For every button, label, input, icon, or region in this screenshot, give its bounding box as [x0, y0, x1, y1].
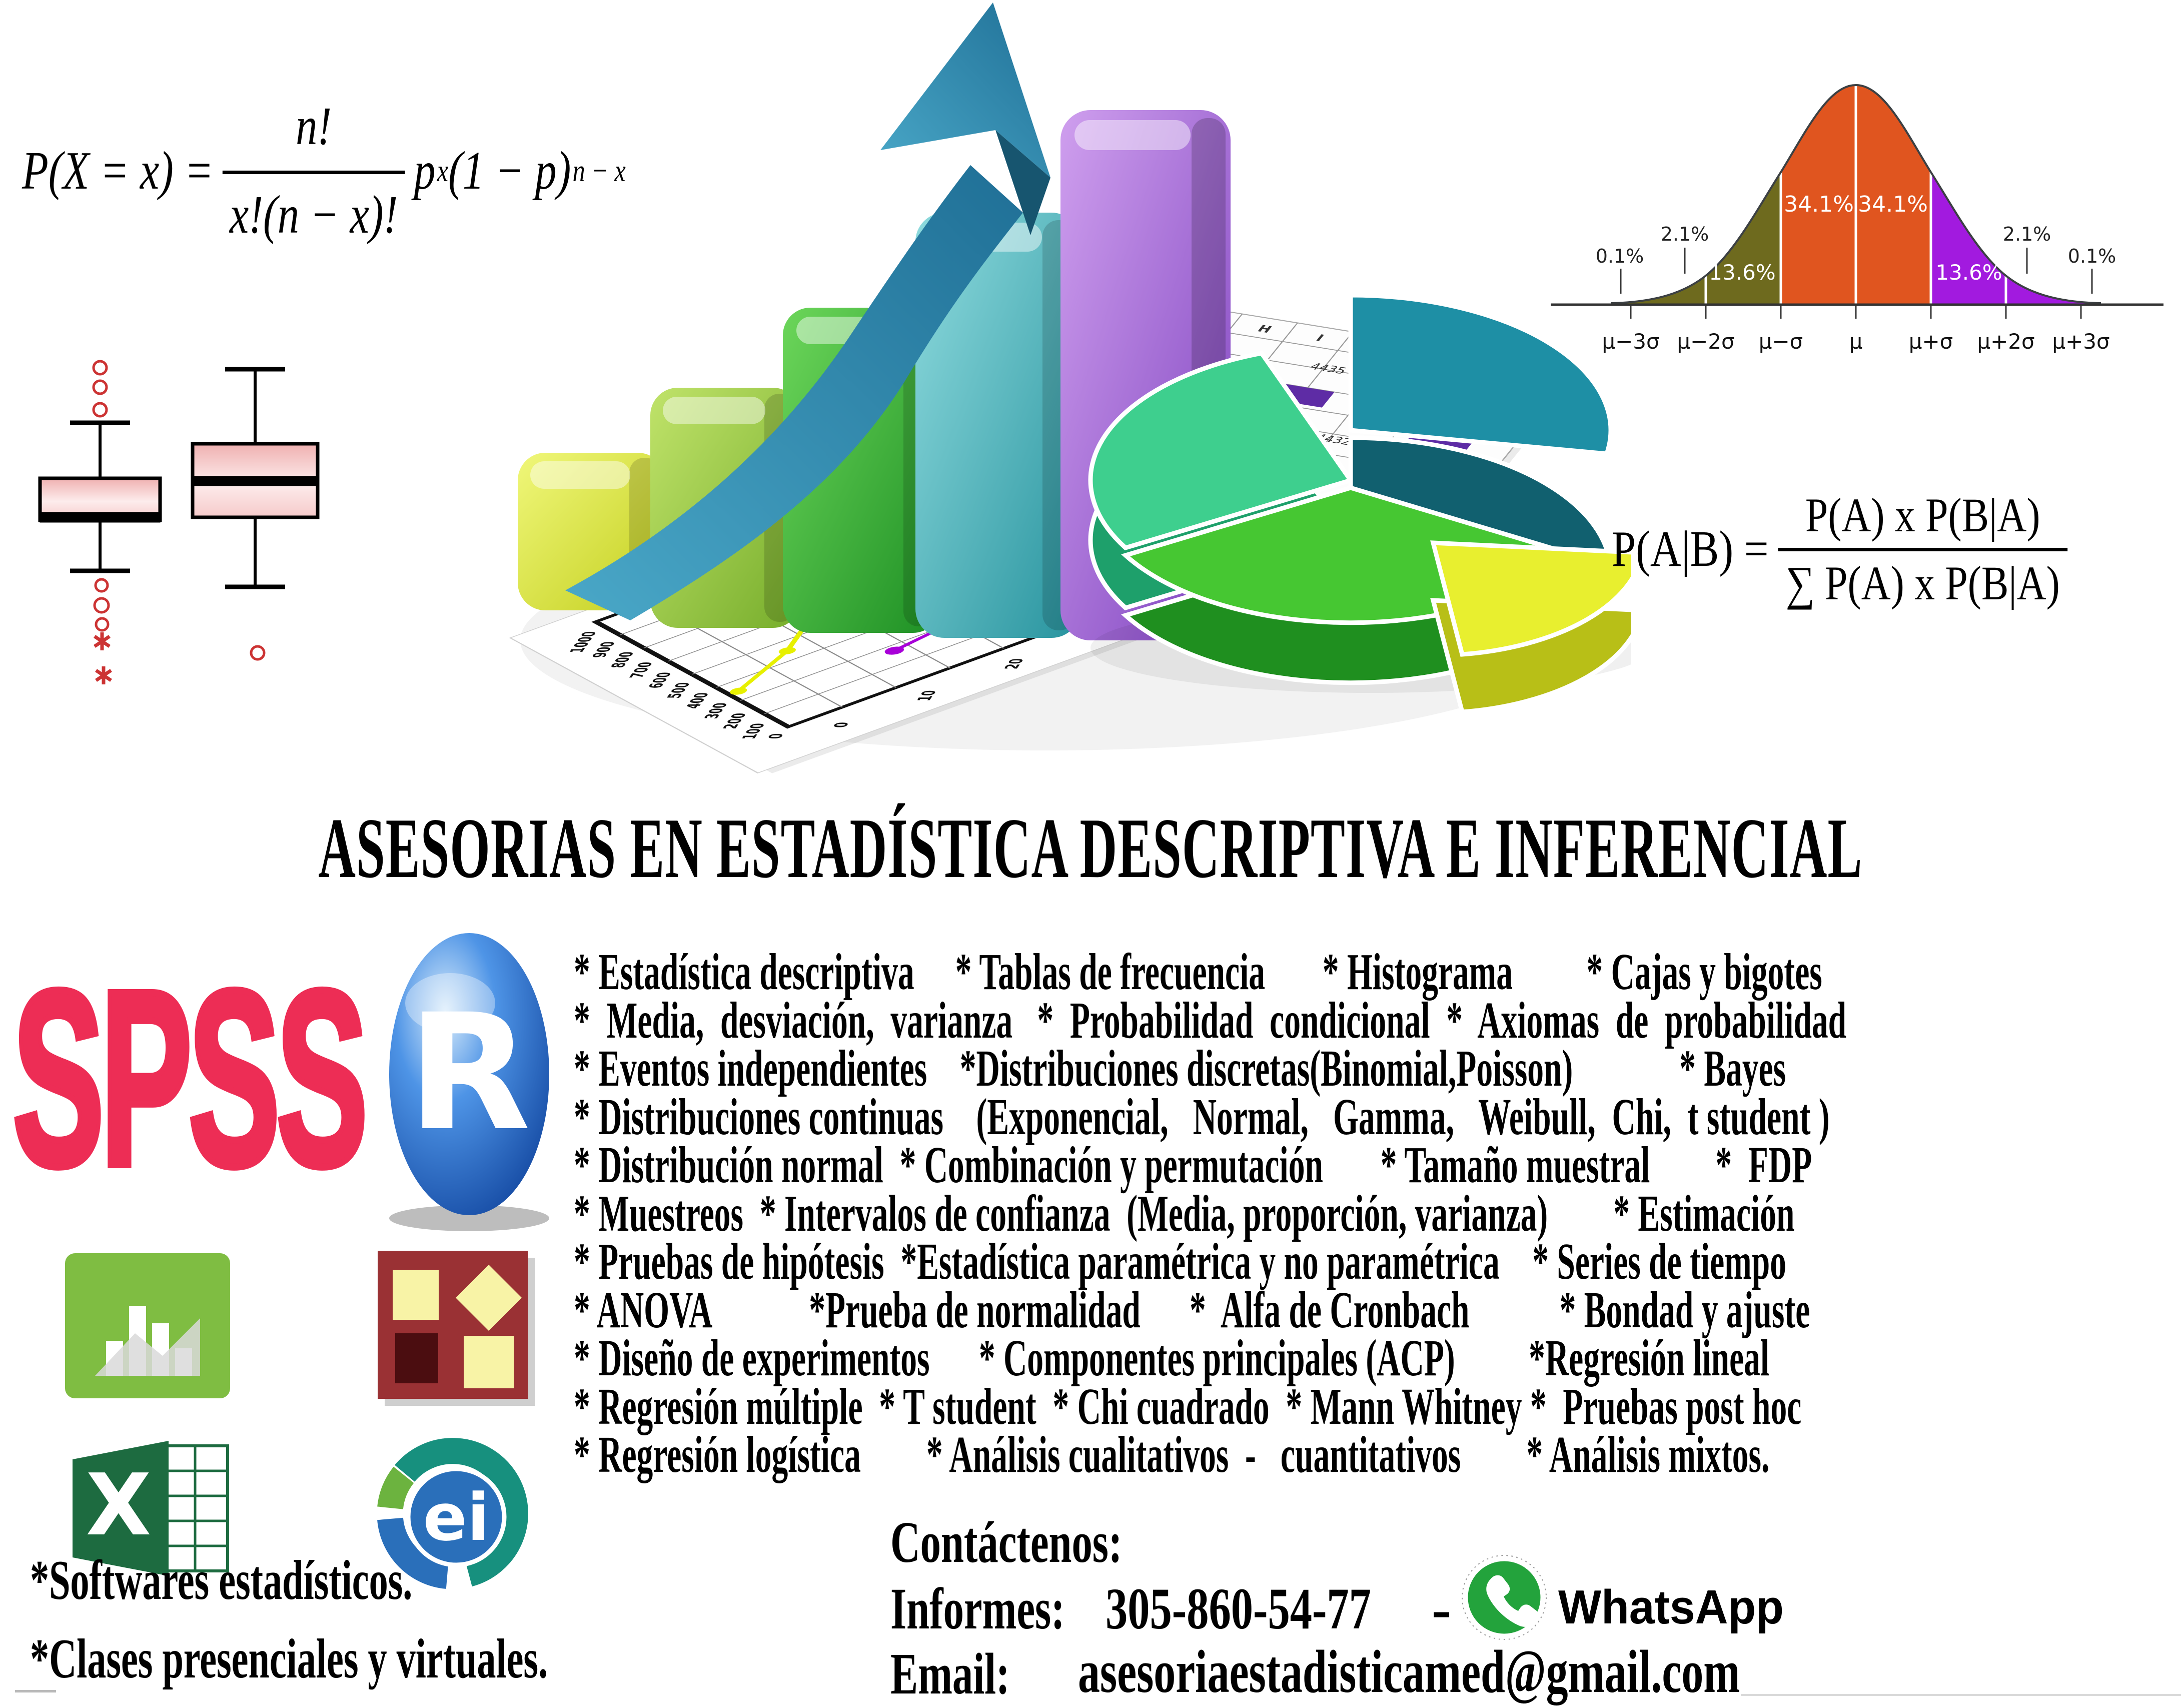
axis-label: μ−3σ [1602, 329, 1659, 354]
pct-label: 13.6% [1935, 260, 2002, 285]
binomial-denominator: x!(n − x)! [222, 171, 405, 249]
service-line: * Distribución normal * Combinación y pe… [574, 1136, 1812, 1194]
axis-label: μ−2σ [1677, 329, 1734, 354]
axis-label: μ+σ [1909, 329, 1953, 354]
binomial-p: p [414, 141, 436, 201]
tick-label: 0 [764, 733, 788, 739]
outlier-circles-top [92, 360, 108, 418]
bell-curve-outline [1610, 84, 2101, 304]
normal-distribution-chart: 0.1% 2.1% 13.6% 34.1% 34.1% 13.6% 2.1% 0… [1551, 84, 2163, 354]
sigma-axis-labels: μ−3σ μ−2σ μ−σ μ μ+σ μ+2σ μ+3σ [1602, 329, 2109, 354]
r-letter: R [408, 980, 531, 1166]
binomial-one-minus-p: (1 − p) [448, 141, 571, 201]
service-line: * Muestreos * Intervalos de confianza (M… [574, 1185, 1795, 1242]
service-line: * Distribuciones continuas (Exponencial,… [574, 1088, 1830, 1146]
pct-label: 34.1% [1858, 192, 1928, 217]
bayes-lhs: P(A|B) = [1612, 521, 1769, 577]
email-label: Email: [890, 1641, 1010, 1706]
epi-info-logo: ei [377, 1438, 528, 1589]
pie-spring-slice [1088, 351, 1355, 551]
tick-label: 0 [829, 722, 853, 728]
bullet-clases: *Clases presenciales y virtuales. [30, 1628, 548, 1690]
boxplot-right [191, 367, 320, 589]
excel-grid [163, 1446, 228, 1571]
pct-label: 34.1% [1784, 192, 1854, 217]
r-logo-sphere [389, 933, 549, 1215]
service-line: * Eventos independientes *Distribuciones… [574, 1040, 1786, 1097]
contact-heading: Contáctenos: [890, 1509, 1123, 1575]
minitab-mountain [95, 1318, 200, 1376]
growth-arrow-icon [565, 3, 1050, 620]
excel-x-letter: X [86, 1456, 151, 1555]
bayes-numerator: P(A) x P(B|A) [1805, 488, 2040, 542]
excel-logo: X [73, 1441, 229, 1576]
epi-info-ring [377, 1438, 528, 1589]
page-title: ASESORIAS EN ESTADÍSTICA DESCRIPTIVA E I… [318, 801, 1863, 896]
service-line: * Diseño de experimentos * Componentes p… [574, 1329, 1770, 1387]
r-logo-shadow [389, 1205, 549, 1231]
phone-whatsapp-separator: - [1432, 1576, 1452, 1641]
tick-label: 10 [913, 690, 941, 701]
tick-label: 20 [1000, 658, 1028, 669]
icon-square-dark [395, 1333, 438, 1383]
epi-info-disc [406, 1466, 507, 1567]
spss-logo: SPSS [11, 938, 370, 1218]
binomial-lhs: P(X = x) = [22, 141, 214, 201]
axis-label: μ+2σ [1977, 329, 2034, 354]
bayes-formula: P(A|B) = P(A) x P(B|A) ∑ P(A) x P(B|A) [1612, 484, 2077, 614]
pct-label: 0.1% [1596, 245, 1644, 267]
excel-cover [73, 1441, 169, 1576]
pct-label: 0.1% [2068, 245, 2116, 267]
statistics-3d-graphic: 1000 900 800 700 600 500 400 300 200 100… [509, 3, 1631, 773]
pct-label: 13.6% [1709, 260, 1775, 285]
bottom-right-rule [1741, 1694, 2181, 1696]
service-line: * Estadística descriptiva * Tablas de fr… [574, 943, 1822, 1001]
icon-rect-yellow [464, 1336, 514, 1388]
binomial-formula: P(X = x) = n! x!(n − x)! p x (1 − p) n −… [22, 93, 626, 249]
email-address: asesoriaestadisticamed@gmail.com [1078, 1638, 1740, 1705]
statgraphics-logo [378, 1251, 535, 1406]
binomial-fraction: n! x!(n − x)! [222, 93, 405, 249]
axis-label: μ+3σ [2052, 329, 2109, 354]
axis-label: μ−σ [1759, 329, 1803, 354]
informes-label: Informes: [890, 1576, 1065, 1641]
boxplot-left [38, 420, 162, 573]
service-line: * Media, desviación, varianza * Probabil… [574, 992, 1847, 1049]
bell-regions [1611, 85, 2101, 304]
minitab-logo [65, 1253, 230, 1398]
icon-square-yellow [393, 1270, 439, 1320]
pct-label: 2.1% [1661, 223, 1709, 245]
axis-label: μ [1849, 329, 1863, 354]
service-line: * Regresión logística * Análisis cualita… [574, 1426, 1770, 1483]
service-line: * Pruebas de hipótesis *Estadística para… [574, 1233, 1786, 1290]
outlier-circle [250, 645, 266, 661]
icon-diamond-yellow [456, 1265, 522, 1331]
epi-info-letters: ei [423, 1479, 490, 1555]
asterisk-outlier-icon [94, 632, 112, 684]
pct-label: 2.1% [2003, 223, 2051, 245]
whatsapp-icon [1462, 1555, 1547, 1640]
binomial-numerator: n! [296, 97, 332, 156]
bayes-denominator: ∑ P(A) x P(B|A) [1778, 548, 2068, 614]
percent-labels: 0.1% 2.1% 13.6% 34.1% 34.1% 13.6% 2.1% 0… [1596, 192, 2116, 285]
service-line: * ANOVA *Prueba de normalidad * Alfa de … [574, 1281, 1810, 1339]
service-line: * Regresión múltiple * T student * Chi c… [574, 1378, 1802, 1435]
bottom-left-rule [15, 1690, 56, 1692]
axis-ticks [1620, 248, 2093, 319]
pie-teal-slice [1348, 293, 1613, 456]
bullet-softwares: *Softwares estadísticos. [30, 1549, 413, 1611]
r-software-logo: R [389, 933, 549, 1231]
boxplot-figure [38, 360, 320, 684]
pie-yellow-slice [1430, 540, 1631, 657]
whatsapp-label: WhatsApp [1558, 1580, 1784, 1634]
binomial-exponent-x: x [437, 153, 448, 188]
pie-chart-3d [1088, 293, 1631, 714]
phone-number: 305-860-54-77 [1106, 1576, 1371, 1641]
binomial-exponent-nx: n − x [572, 153, 626, 188]
phone-handset-icon [1486, 1575, 1540, 1627]
bayes-fraction: P(A) x P(B|A) ∑ P(A) x P(B|A) [1778, 484, 2068, 614]
outlier-circles-bottom [93, 578, 110, 632]
